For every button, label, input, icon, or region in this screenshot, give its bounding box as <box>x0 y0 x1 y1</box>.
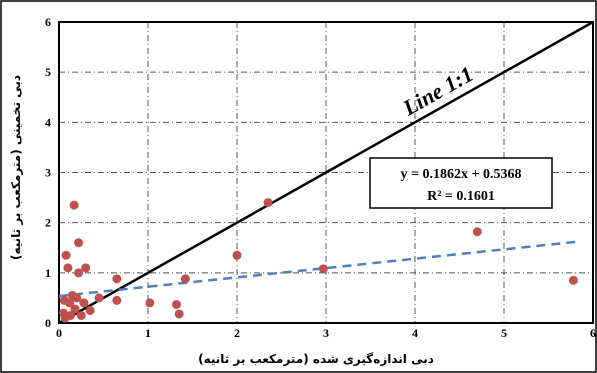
trendline <box>58 240 576 298</box>
data-point <box>66 310 76 320</box>
y-tick-label: 2 <box>45 216 51 230</box>
y-axis-label: دبی تخمینی (مترمکعب بر ثانیه) <box>9 75 23 260</box>
x-tick-label: 0 <box>56 326 62 340</box>
data-point <box>61 250 71 260</box>
data-point <box>65 298 75 308</box>
data-point <box>63 263 73 273</box>
plot-area-frame <box>58 21 594 324</box>
data-point <box>85 305 95 315</box>
x-tick-label: 3 <box>323 326 329 340</box>
data-point <box>232 250 242 260</box>
data-point <box>76 310 86 320</box>
data-point <box>112 274 122 284</box>
data-point <box>72 293 82 303</box>
x-tick-label: 6 <box>590 326 596 340</box>
y-tick-label: 6 <box>45 15 51 29</box>
data-point <box>180 274 190 284</box>
identity-line <box>58 20 594 325</box>
data-point <box>171 299 181 309</box>
y-tick-label: 5 <box>45 65 51 79</box>
data-point <box>472 227 482 237</box>
y-tick-label: 0 <box>45 316 51 330</box>
data-point <box>263 198 273 208</box>
data-point <box>79 298 89 308</box>
axis-ticks: 0 1 2 3 4 5 6 0 1 2 3 4 5 6 <box>45 15 596 340</box>
r2-text: R² = 0.1601 <box>427 189 495 204</box>
equation-box <box>369 157 553 209</box>
data-point <box>174 309 184 319</box>
data-point <box>81 263 91 273</box>
data-point <box>568 275 578 285</box>
x-tick-label: 1 <box>145 326 151 340</box>
x-tick-label: 5 <box>501 326 507 340</box>
data-point <box>74 238 84 248</box>
y-tick-label: 3 <box>45 166 51 180</box>
x-tick-label: 4 <box>412 326 418 340</box>
data-point <box>70 304 80 314</box>
y-tick-label: 1 <box>45 266 51 280</box>
data-point <box>145 298 155 308</box>
x-tick-label: 2 <box>234 326 240 340</box>
data-point <box>112 295 122 305</box>
data-point <box>318 264 328 274</box>
data-point <box>94 293 104 303</box>
data-point <box>74 268 84 278</box>
equation-text: y = 0.1862x + 0.5368 <box>401 167 522 182</box>
data-points <box>58 198 578 323</box>
data-point <box>69 200 79 210</box>
y-tick-label: 4 <box>45 115 51 129</box>
x-axis-label: دبی اندازه‌گیری شده (مترمکعب بر ثانیه) <box>198 352 434 366</box>
